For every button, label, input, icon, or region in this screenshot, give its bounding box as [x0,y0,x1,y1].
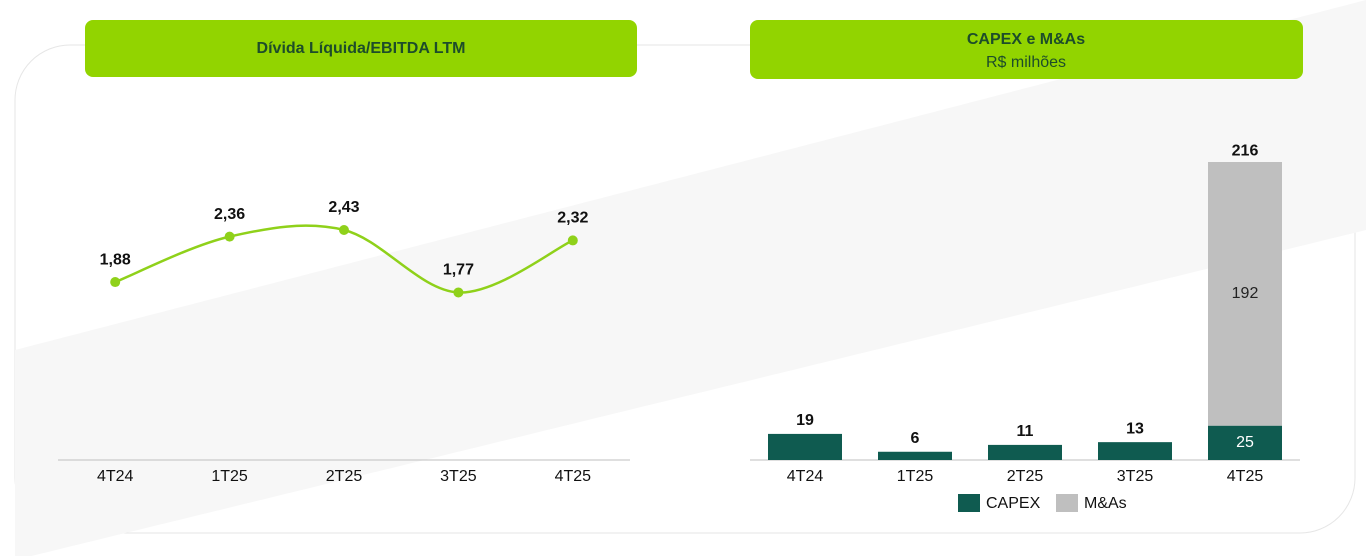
data-label: 13 [1126,420,1144,437]
x-tick-label: 4T25 [555,468,592,485]
point [567,235,578,246]
bar [768,433,842,460]
x-tick-label: 2T25 [1007,468,1044,485]
legend-swatch [1056,494,1078,512]
bar [878,451,952,460]
x-tick-label: 3T25 [1117,468,1154,485]
watermark [15,0,1366,556]
data-label: 2,43 [328,199,359,216]
point [224,231,235,242]
data-label: 11 [1017,423,1034,440]
legend-label: M&As [1084,495,1127,512]
bar [1208,425,1282,460]
x-tick-label: 1T25 [897,468,934,485]
total-label: 216 [1232,143,1259,160]
x-tick-label: 1T25 [211,468,248,485]
x-tick-label: 4T24 [787,468,824,485]
data-label: 2,36 [214,206,245,223]
legend-label: CAPEX [986,495,1041,512]
bar [1098,442,1172,460]
header-box [750,20,1303,79]
bar [988,444,1062,460]
bar [1208,162,1282,426]
chart-title: Dívida Líquida/EBITDA LTM [257,40,466,57]
chart-subtitle: R$ milhões [986,54,1066,71]
data-label: 19 [796,412,814,429]
x-tick-label: 4T25 [1227,468,1264,485]
x-tick-label: 3T25 [440,468,477,485]
data-label: 2,32 [557,210,588,227]
point [110,277,121,288]
point [339,225,349,235]
point [453,287,464,298]
data-label: 1,77 [443,262,474,279]
x-tick-label: 2T25 [326,468,363,485]
header-box [85,20,637,77]
x-tick-label: 4T24 [97,468,134,485]
data-label: 192 [1232,285,1259,302]
data-label: 1,88 [100,251,131,268]
legend-swatch [958,494,980,512]
data-label: 6 [911,430,920,447]
data-label: 25 [1236,434,1254,451]
chart-title: CAPEX e M&As [967,31,1085,48]
